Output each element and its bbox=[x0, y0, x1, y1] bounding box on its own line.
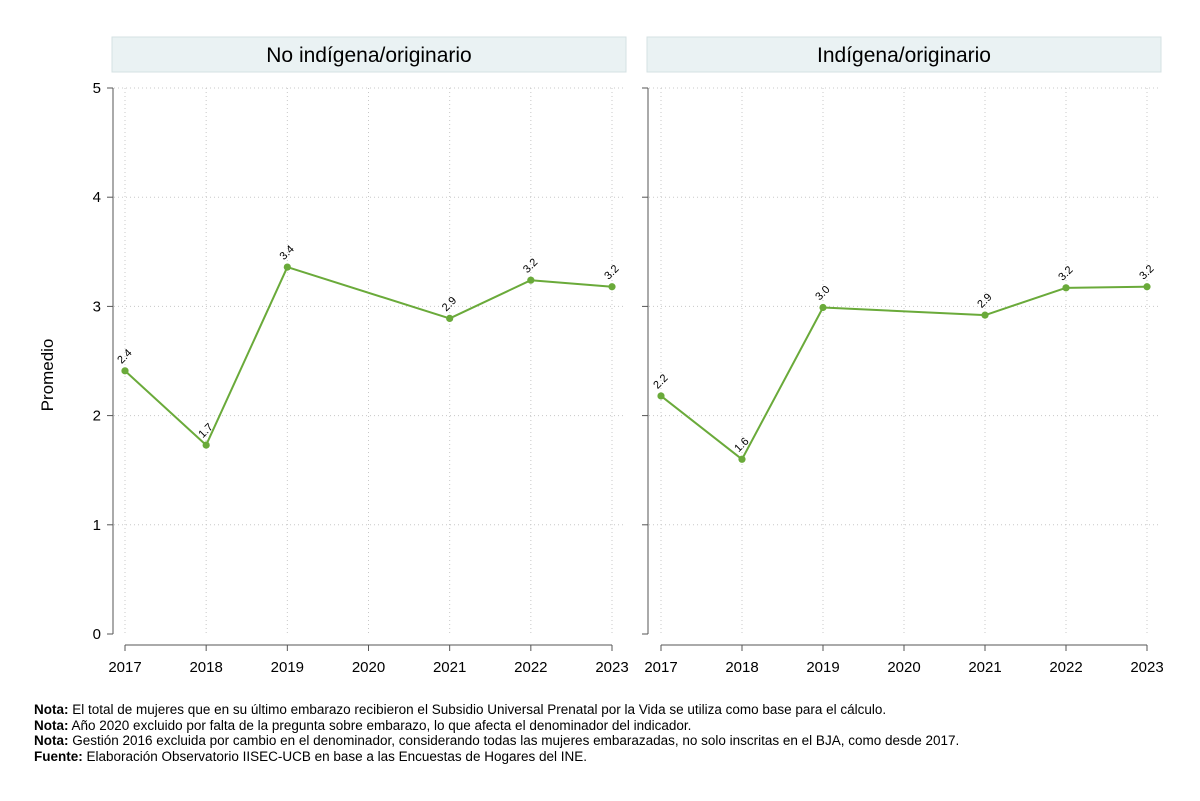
data-point bbox=[981, 311, 989, 319]
note-prefix: Nota: bbox=[34, 717, 69, 733]
panel-1: No indígena/originario 0 1 2 3 4 5 2017 2018 2019… bbox=[93, 36, 629, 676]
series-line bbox=[124, 266, 613, 447]
data-label: 3.0 bbox=[813, 284, 832, 303]
data-point bbox=[1062, 284, 1070, 292]
source-prefix: Fuente: bbox=[34, 748, 83, 764]
note-line-2: Nota: Año 2020 excluido por falta de la … bbox=[34, 718, 1184, 734]
x-tick-label: 2017 bbox=[644, 659, 677, 676]
data-point bbox=[1143, 283, 1151, 291]
series-line bbox=[660, 285, 1148, 461]
note-line-3: Nota: Gestión 2016 excluida por cambio e… bbox=[34, 733, 1184, 749]
data-label: 2.4 bbox=[115, 347, 134, 366]
y-tick-label: 5 bbox=[93, 80, 101, 97]
notes-block: Nota: El total de mujeres que en su últi… bbox=[34, 702, 1184, 764]
panel-2: Indígena/originario 2017 2018 2019 2020 2021 2… bbox=[642, 36, 1164, 676]
panel-title-strip bbox=[111, 36, 627, 73]
data-label: 3.2 bbox=[602, 263, 621, 282]
note-line-1: Nota: El total de mujeres que en su últi… bbox=[34, 702, 1184, 718]
x-tick-label: 2019 bbox=[271, 659, 304, 676]
data-label: 2.2 bbox=[651, 372, 670, 391]
panel-title: Indígena/originario bbox=[817, 44, 991, 67]
y-tick-label: 3 bbox=[93, 298, 101, 315]
data-point bbox=[819, 303, 827, 312]
data-label: 3.4 bbox=[278, 243, 297, 262]
data-point bbox=[608, 283, 616, 291]
y-tick-label: 0 bbox=[93, 626, 101, 643]
data-point bbox=[121, 367, 129, 375]
x-tick-label: 2018 bbox=[725, 659, 758, 676]
x-tick-label: 2021 bbox=[968, 659, 1001, 676]
y-tick-label: 1 bbox=[93, 517, 101, 534]
note-text: El total de mujeres que en su último emb… bbox=[68, 702, 887, 717]
y-tick-label: 4 bbox=[93, 189, 101, 206]
x-tick-label: 2020 bbox=[352, 659, 385, 676]
note-prefix: Nota: bbox=[34, 733, 69, 748]
note-prefix: Nota: bbox=[34, 702, 69, 717]
chart-panels: No indígena/originario 0 1 2 3 4 5 2017 2018 2019… bbox=[93, 36, 1164, 676]
data-label: 3.2 bbox=[1056, 264, 1075, 283]
data-point bbox=[202, 441, 210, 449]
data-label: 3.2 bbox=[1137, 263, 1156, 282]
x-tick-label: 2021 bbox=[433, 659, 466, 676]
x-tick-label: 2018 bbox=[189, 659, 222, 676]
data-label: 3.2 bbox=[521, 256, 540, 275]
panel-title-strip bbox=[646, 36, 1162, 73]
data-point bbox=[527, 276, 535, 284]
y-axis-label: Promedio bbox=[38, 339, 57, 412]
x-tick-label: 2022 bbox=[1049, 659, 1082, 676]
note-text: Gestión 2016 excluida por cambio en el d… bbox=[68, 733, 960, 748]
data-label: 2.9 bbox=[975, 291, 994, 310]
data-label: 2.9 bbox=[440, 295, 459, 314]
x-tick-label: 2023 bbox=[595, 659, 628, 676]
panel-title: No indígena/originario bbox=[266, 44, 471, 67]
data-point bbox=[283, 263, 291, 271]
x-tick-label: 2022 bbox=[514, 659, 547, 676]
note-text: Año 2020 excluido por falta de la pregun… bbox=[68, 717, 692, 733]
x-tick-label: 2019 bbox=[806, 659, 839, 676]
data-label: 1.6 bbox=[732, 436, 751, 455]
x-tick-label: 2020 bbox=[887, 659, 920, 676]
data-point bbox=[657, 392, 665, 400]
data-point bbox=[738, 455, 746, 463]
source-text: Elaboración Observatorio IISEC-UCB en ba… bbox=[82, 748, 588, 764]
source-line: Fuente: Elaboración Observatorio IISEC-U… bbox=[34, 749, 1184, 765]
y-tick-label: 2 bbox=[93, 408, 101, 425]
data-point bbox=[446, 314, 454, 323]
x-tick-label: 2017 bbox=[108, 659, 141, 676]
x-tick-label: 2023 bbox=[1130, 659, 1163, 676]
